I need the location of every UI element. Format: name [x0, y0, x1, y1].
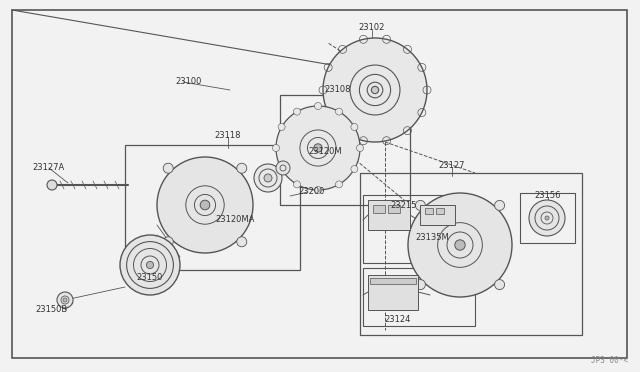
Circle shape [273, 144, 280, 151]
Text: 23215: 23215 [390, 201, 417, 209]
Circle shape [415, 280, 426, 289]
Circle shape [200, 200, 210, 210]
Text: 23127A: 23127A [32, 164, 64, 173]
Circle shape [371, 86, 379, 94]
Circle shape [495, 280, 504, 289]
Circle shape [237, 163, 247, 173]
Text: 23102: 23102 [359, 23, 385, 32]
Text: 23135M: 23135M [415, 232, 449, 241]
Bar [436, 208, 444, 214]
Circle shape [254, 164, 282, 192]
Circle shape [237, 237, 247, 247]
Text: 23150: 23150 [137, 273, 163, 282]
Text: 23118: 23118 [215, 131, 241, 140]
Circle shape [264, 174, 272, 182]
Circle shape [120, 235, 180, 295]
Circle shape [545, 216, 549, 220]
Circle shape [408, 193, 512, 297]
Bar [520, 193, 575, 243]
Circle shape [304, 149, 310, 155]
Circle shape [163, 163, 173, 173]
Text: 23150B: 23150B [36, 305, 68, 314]
Circle shape [335, 181, 342, 188]
Bar [368, 275, 418, 310]
Circle shape [314, 103, 321, 109]
Text: JP3 00·<: JP3 00·< [591, 356, 628, 365]
Circle shape [415, 201, 426, 211]
Circle shape [314, 144, 322, 152]
Text: 23127: 23127 [439, 160, 465, 170]
Circle shape [276, 161, 290, 175]
Bar [425, 208, 433, 214]
Bar [368, 200, 410, 230]
Circle shape [295, 140, 319, 164]
Circle shape [495, 201, 504, 211]
Bar [125, 145, 300, 270]
Circle shape [529, 200, 565, 236]
Bar [388, 205, 400, 213]
Circle shape [455, 240, 465, 250]
Circle shape [356, 144, 364, 151]
Text: 23108: 23108 [324, 86, 351, 94]
Bar [360, 173, 582, 335]
Text: 23120MA: 23120MA [215, 215, 254, 224]
Circle shape [335, 108, 342, 115]
Text: 23120M: 23120M [308, 148, 342, 157]
Circle shape [294, 108, 301, 115]
Bar [363, 268, 475, 326]
Circle shape [294, 181, 301, 188]
Circle shape [163, 237, 173, 247]
Circle shape [147, 262, 154, 269]
Circle shape [278, 166, 285, 173]
Circle shape [276, 106, 360, 190]
Bar [420, 205, 455, 225]
Bar [370, 278, 416, 284]
Text: 23200: 23200 [298, 187, 324, 196]
Circle shape [47, 180, 57, 190]
Circle shape [351, 166, 358, 173]
Circle shape [57, 292, 73, 308]
Circle shape [157, 157, 253, 253]
Circle shape [278, 124, 285, 131]
Bar [373, 205, 385, 213]
Circle shape [323, 38, 427, 142]
Text: 23156: 23156 [535, 190, 561, 199]
Bar [363, 195, 475, 263]
Text: 23124: 23124 [385, 315, 411, 324]
Text: 23100: 23100 [175, 77, 202, 87]
Circle shape [351, 124, 358, 131]
Circle shape [63, 298, 67, 302]
Circle shape [314, 186, 321, 193]
Bar [280, 95, 410, 205]
